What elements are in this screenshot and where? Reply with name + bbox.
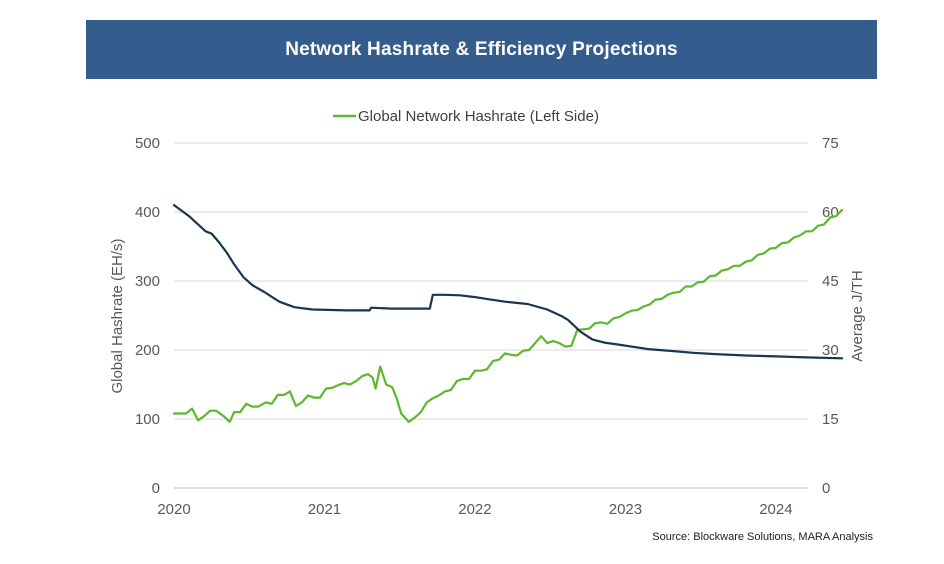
gridlines xyxy=(174,142,808,489)
x-axis-ticks: 2020 2021 2022 2023 2024 xyxy=(157,501,792,518)
x-tick-label: 2023 xyxy=(609,501,642,518)
left-axis-label: Global Hashrate (EH/s) xyxy=(109,238,126,393)
left-tick-label: 300 xyxy=(135,273,160,290)
x-tick-label: 2024 xyxy=(759,501,792,518)
x-tick-label: 2020 xyxy=(157,501,190,518)
legend-label-hashrate: Global Network Hashrate (Left Side) xyxy=(358,108,599,125)
right-tick-label: 75 xyxy=(822,135,839,152)
left-tick-label: 100 xyxy=(135,411,160,428)
right-tick-label: 45 xyxy=(822,273,839,290)
x-tick-label: 2022 xyxy=(458,501,491,518)
chart-title: Network Hashrate & Efficiency Projection… xyxy=(86,20,877,79)
source-note: Source: Blockware Solutions, MARA Analys… xyxy=(652,531,873,543)
legend: Global Network Hashrate (Left Side) xyxy=(333,108,599,125)
left-axis-ticks: 0 100 200 300 400 500 xyxy=(135,135,160,497)
right-axis-label: Average J/TH xyxy=(849,270,866,361)
x-tick-label: 2021 xyxy=(308,501,341,518)
left-tick-label: 400 xyxy=(135,204,160,221)
right-tick-label: 30 xyxy=(822,342,839,359)
hashrate-line xyxy=(172,208,844,423)
right-tick-label: 15 xyxy=(822,411,839,428)
left-tick-label: 200 xyxy=(135,342,160,359)
efficiency-line xyxy=(172,204,844,360)
left-tick-label: 0 xyxy=(152,480,160,497)
right-tick-label: 0 xyxy=(822,480,830,497)
left-tick-label: 500 xyxy=(135,135,160,152)
series-lines xyxy=(172,204,844,423)
